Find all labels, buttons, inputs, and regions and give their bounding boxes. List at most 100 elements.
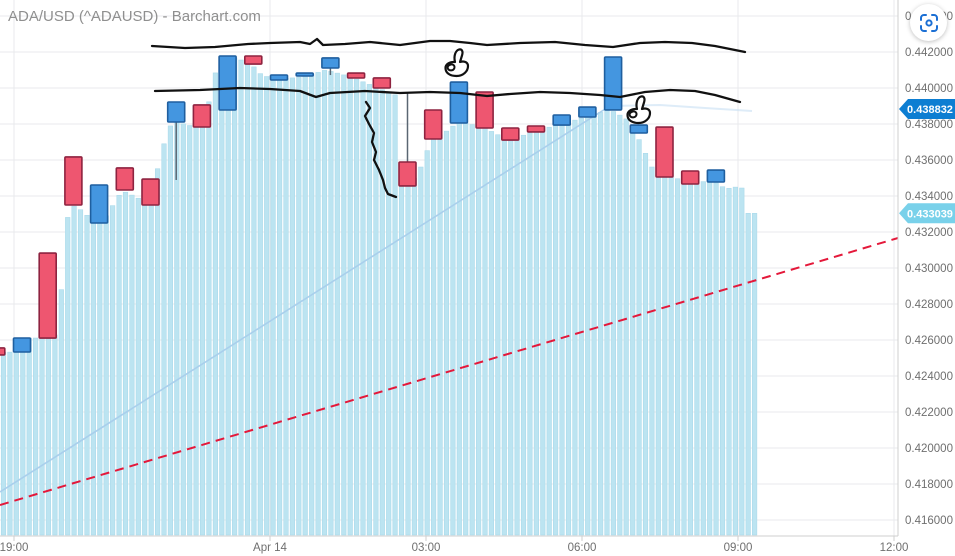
candle-down bbox=[64, 156, 83, 206]
price-histogram-bar bbox=[52, 334, 58, 536]
price-histogram-bar bbox=[206, 101, 212, 536]
x-axis-label: 03:00 bbox=[412, 542, 441, 554]
candle-up bbox=[218, 55, 237, 111]
price-histogram-bar bbox=[719, 186, 726, 536]
price-histogram-bar bbox=[77, 209, 84, 536]
candle-up bbox=[321, 57, 340, 69]
price-histogram-bar bbox=[681, 181, 687, 536]
price-histogram-bar bbox=[520, 134, 527, 536]
price-histogram-bar bbox=[514, 137, 520, 536]
price-histogram-bar bbox=[238, 59, 244, 536]
thumbs-up-doodle[interactable] bbox=[626, 95, 652, 125]
price-badge-0.438832: 0.438832 bbox=[899, 99, 955, 120]
price-histogram-bar bbox=[219, 58, 225, 536]
candle-down bbox=[526, 125, 546, 133]
hand-drawn-resistance-line-upper[interactable] bbox=[150, 37, 747, 54]
price-histogram-bar bbox=[20, 337, 26, 536]
candle-down bbox=[192, 104, 212, 128]
screenshot-button[interactable] bbox=[910, 4, 947, 41]
hand-drawn-squiggle[interactable] bbox=[363, 100, 398, 199]
candle-down bbox=[244, 55, 263, 65]
candle-up bbox=[603, 56, 623, 111]
price-histogram-bar bbox=[341, 74, 347, 536]
histogram-bars bbox=[0, 55, 758, 536]
price-histogram-bar bbox=[675, 178, 681, 536]
price-histogram-bar bbox=[354, 78, 360, 536]
chart-title: ADA/USD (^ADAUSD) - Barchart.com bbox=[8, 8, 261, 25]
candle-down bbox=[423, 109, 443, 140]
price-histogram-bar bbox=[687, 182, 693, 536]
thumbs-up-doodle[interactable] bbox=[444, 48, 470, 78]
price-histogram-bar bbox=[110, 205, 116, 536]
price-histogram-bar bbox=[167, 125, 173, 536]
price-histogram-bar bbox=[58, 289, 64, 536]
y-axis-label: 0.442000 bbox=[905, 47, 953, 59]
price-histogram-bar bbox=[700, 181, 706, 536]
price-histogram-bar bbox=[103, 215, 109, 536]
candle-down bbox=[0, 347, 6, 356]
blue-trendline-faded[interactable] bbox=[609, 104, 753, 112]
price-histogram-bar bbox=[598, 112, 604, 536]
y-axis-label: 0.416000 bbox=[905, 515, 953, 527]
price-histogram-bar bbox=[334, 72, 340, 536]
candle-down bbox=[398, 161, 417, 187]
hand-drawn-support-line[interactable] bbox=[153, 86, 742, 104]
price-histogram-bar bbox=[135, 197, 141, 536]
candle-down bbox=[500, 127, 520, 141]
price-histogram-bar bbox=[379, 89, 385, 536]
price-histogram-bar bbox=[713, 182, 719, 536]
x-axis-label: Apr 14 bbox=[253, 542, 287, 554]
price-histogram-bar bbox=[591, 114, 597, 536]
candle-up bbox=[552, 114, 572, 126]
price-histogram-bar bbox=[636, 139, 642, 536]
price-histogram-bar bbox=[418, 166, 424, 536]
candle-up bbox=[12, 337, 32, 353]
price-histogram-bar bbox=[155, 168, 161, 536]
candle-up bbox=[578, 106, 597, 118]
price-histogram-bar bbox=[463, 123, 469, 536]
price-histogram-bar bbox=[617, 114, 623, 536]
price-histogram-bar bbox=[116, 195, 122, 536]
y-axis-label: 0.420000 bbox=[905, 443, 953, 455]
price-histogram-bar bbox=[302, 75, 308, 536]
price-badge-label: 0.433039 bbox=[907, 208, 953, 220]
price-histogram-bar bbox=[739, 187, 745, 536]
price-histogram-bar bbox=[97, 221, 103, 536]
price-histogram-bar bbox=[559, 123, 565, 536]
price-histogram-bar bbox=[296, 77, 302, 536]
price-histogram-bar bbox=[270, 77, 276, 536]
y-axis-label: 0.424000 bbox=[905, 371, 953, 383]
price-histogram-bar bbox=[232, 57, 238, 536]
y-axis-label: 0.418000 bbox=[905, 479, 953, 491]
candle-down bbox=[115, 167, 135, 191]
price-histogram-bar bbox=[649, 166, 655, 536]
price-badge-0.433039: 0.433039 bbox=[899, 203, 955, 224]
price-histogram-bar bbox=[321, 70, 328, 536]
price-histogram-bar bbox=[501, 137, 507, 536]
price-histogram-bar bbox=[142, 201, 148, 536]
blue-trendline[interactable] bbox=[0, 105, 611, 493]
hand-drawn-annotations[interactable] bbox=[150, 37, 747, 199]
price-histogram-bar bbox=[655, 172, 661, 536]
y-axis-label: 0.430000 bbox=[905, 263, 953, 275]
red-dashed-trendline[interactable] bbox=[0, 237, 899, 506]
candle-up bbox=[629, 124, 649, 134]
candle-down bbox=[346, 72, 366, 79]
price-histogram-bar bbox=[450, 125, 456, 536]
candle-up bbox=[166, 101, 186, 123]
price-histogram-bar bbox=[443, 130, 450, 536]
x-axis-label: 12:00 bbox=[880, 542, 909, 554]
y-axis-label: 0.426000 bbox=[905, 335, 953, 347]
y-axis-label: 0.438000 bbox=[905, 119, 953, 131]
price-badge-label: 0.438832 bbox=[907, 104, 953, 116]
price-histogram-bar bbox=[585, 116, 591, 536]
candle-up bbox=[449, 81, 469, 124]
price-histogram-bar bbox=[707, 181, 713, 536]
price-histogram-bar bbox=[405, 184, 411, 536]
screenshot-icon bbox=[919, 13, 938, 32]
price-histogram-bar bbox=[508, 139, 514, 536]
candle-down bbox=[680, 170, 700, 185]
price-histogram-bar bbox=[392, 94, 398, 536]
price-histogram-bar bbox=[488, 131, 494, 536]
